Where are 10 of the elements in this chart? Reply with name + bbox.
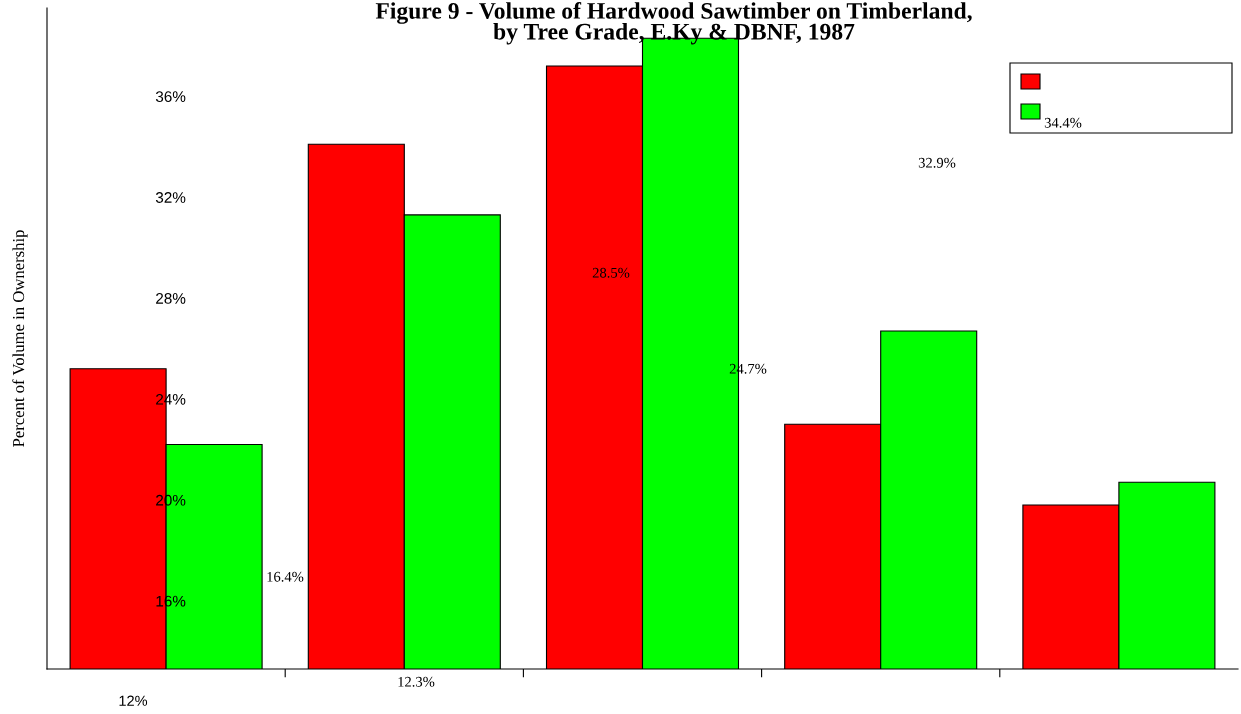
y-axis-title: Percent of Volume in Ownership xyxy=(12,230,28,447)
y-tick-label: 32% xyxy=(155,192,186,203)
annotation: 28.5% xyxy=(592,267,630,278)
annotation: 32.9% xyxy=(918,157,956,168)
y-tick-label: 28% xyxy=(156,293,186,304)
y-tick-label: 36% xyxy=(155,91,186,102)
annotation: 16.4% xyxy=(267,571,304,582)
text: 12.3% xyxy=(398,676,435,687)
text: 12% xyxy=(119,695,148,706)
annotation: 34.4% xyxy=(1044,117,1082,128)
